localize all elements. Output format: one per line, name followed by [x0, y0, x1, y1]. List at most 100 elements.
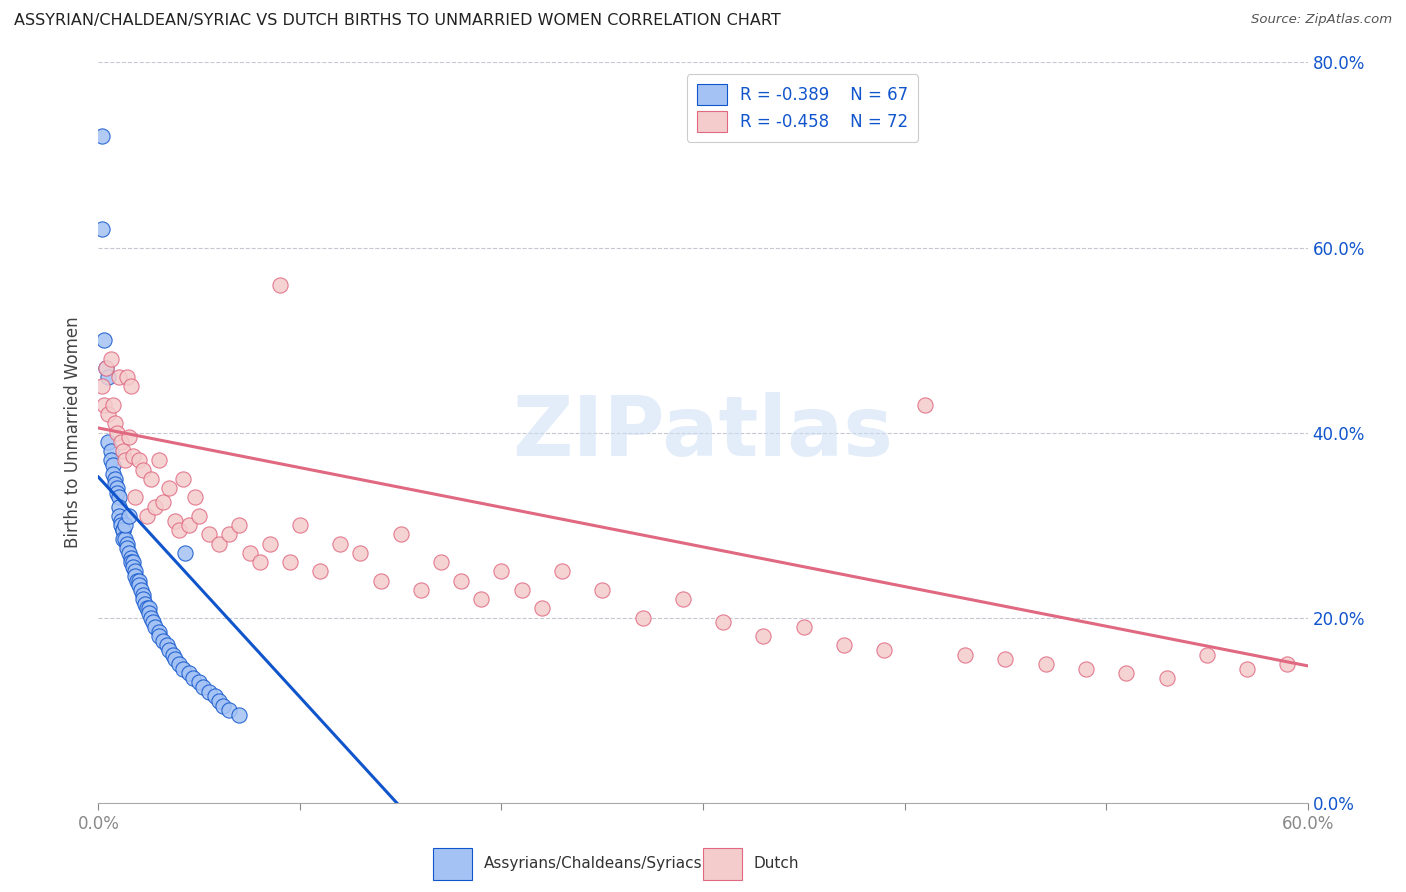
Point	[120, 555, 142, 569]
Point	[1115, 666, 1137, 681]
Point	[793, 620, 815, 634]
Point	[128, 574, 150, 588]
Point	[97, 370, 120, 384]
Point	[914, 398, 936, 412]
Point	[142, 615, 165, 630]
Text: Source: ZipAtlas.com: Source: ZipAtlas.com	[1251, 13, 1392, 27]
Point	[181, 671, 204, 685]
Point	[105, 481, 128, 495]
Point	[228, 518, 250, 533]
Point	[148, 629, 170, 643]
Point	[470, 592, 492, 607]
Point	[249, 555, 271, 569]
Point	[101, 467, 124, 482]
Point	[953, 648, 976, 662]
Text: Dutch: Dutch	[754, 855, 799, 871]
Point	[93, 398, 115, 412]
Point	[832, 639, 855, 653]
Point	[114, 453, 136, 467]
Point	[179, 518, 201, 533]
Point	[409, 582, 432, 597]
Point	[91, 129, 114, 144]
Point	[107, 491, 129, 505]
Point	[174, 546, 197, 560]
Point	[97, 407, 120, 421]
Point	[1236, 662, 1258, 676]
Point	[132, 588, 155, 602]
Point	[96, 360, 118, 375]
Point	[1074, 662, 1097, 676]
Point	[118, 430, 141, 444]
Point	[121, 559, 143, 574]
Point	[157, 481, 180, 495]
Point	[167, 523, 190, 537]
Point	[103, 476, 125, 491]
Point	[269, 277, 291, 292]
Point	[105, 425, 128, 440]
Point	[259, 536, 281, 550]
Point	[208, 536, 231, 550]
Point	[152, 495, 174, 509]
Point	[1195, 648, 1218, 662]
Point	[172, 662, 194, 676]
Point	[114, 518, 136, 533]
Point	[128, 578, 150, 592]
Point	[873, 643, 896, 657]
Point	[450, 574, 472, 588]
Point	[100, 351, 122, 366]
Point	[228, 707, 250, 722]
Point	[1277, 657, 1299, 671]
Point	[101, 398, 124, 412]
Point	[239, 546, 262, 560]
Point	[994, 652, 1017, 666]
Point	[138, 601, 160, 615]
Point	[115, 541, 138, 556]
Point	[530, 601, 553, 615]
Point	[204, 690, 226, 704]
Point	[135, 601, 157, 615]
Point	[139, 610, 162, 624]
Point	[591, 582, 613, 597]
Point	[309, 565, 332, 579]
Text: ZIPatlas: ZIPatlas	[513, 392, 893, 473]
Text: ASSYRIAN/CHALDEAN/SYRIAC VS DUTCH BIRTHS TO UNMARRIED WOMEN CORRELATION CHART: ASSYRIAN/CHALDEAN/SYRIAC VS DUTCH BIRTHS…	[14, 13, 780, 29]
Point	[135, 508, 157, 523]
Point	[156, 639, 179, 653]
Point	[138, 606, 160, 620]
Point	[752, 629, 775, 643]
Point	[152, 633, 174, 648]
FancyBboxPatch shape	[703, 848, 742, 880]
Point	[148, 624, 170, 639]
Point	[125, 574, 148, 588]
Point	[91, 222, 114, 236]
Point	[124, 491, 146, 505]
Point	[370, 574, 392, 588]
Point	[105, 485, 128, 500]
FancyBboxPatch shape	[433, 848, 472, 880]
Point	[163, 514, 186, 528]
Point	[672, 592, 695, 607]
Point	[128, 453, 150, 467]
Legend: R = -0.389    N = 67, R = -0.458    N = 72: R = -0.389 N = 67, R = -0.458 N = 72	[688, 74, 918, 142]
Point	[172, 472, 194, 486]
Point	[115, 536, 138, 550]
Point	[711, 615, 734, 630]
Point	[114, 532, 136, 546]
Point	[118, 508, 141, 523]
Point	[124, 569, 146, 583]
Point	[143, 500, 166, 514]
Point	[103, 417, 125, 431]
Point	[491, 565, 513, 579]
Point	[389, 527, 412, 541]
Point	[631, 610, 654, 624]
Point	[100, 453, 122, 467]
Point	[120, 379, 142, 393]
Point	[167, 657, 190, 671]
Point	[110, 518, 132, 533]
Point	[1156, 671, 1178, 685]
Text: Assyrians/Chaldeans/Syriacs: Assyrians/Chaldeans/Syriacs	[484, 855, 702, 871]
Point	[208, 694, 231, 708]
Point	[96, 360, 118, 375]
Y-axis label: Births to Unmarried Women: Births to Unmarried Women	[65, 317, 83, 549]
Point	[188, 508, 211, 523]
